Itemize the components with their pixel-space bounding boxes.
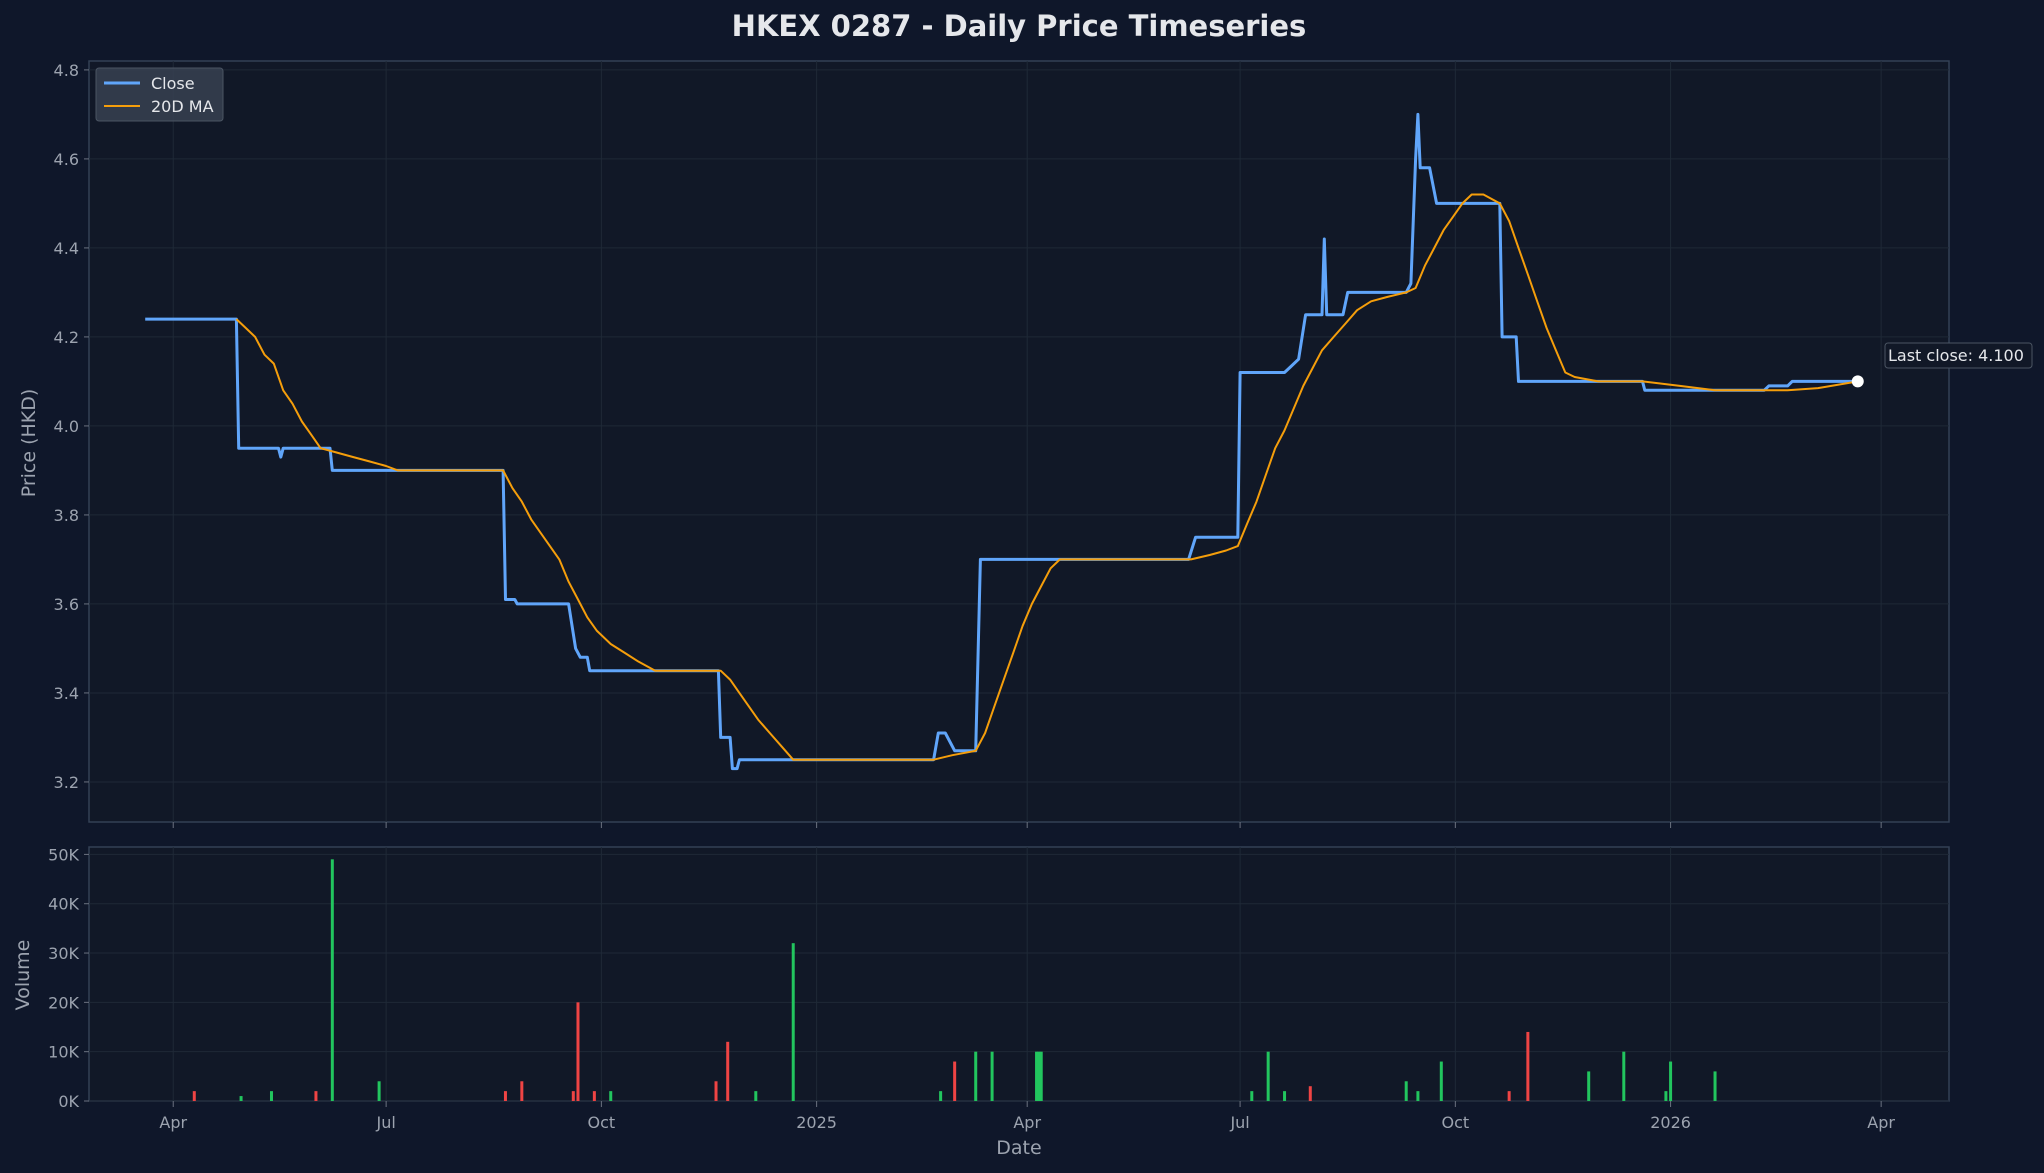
annotation-text: Last close: 4.100 bbox=[1888, 346, 2024, 365]
volume-bar bbox=[1283, 1091, 1287, 1101]
volume-y-tick-label: 10K bbox=[48, 1043, 79, 1062]
volume-bar bbox=[576, 1002, 580, 1101]
price-y-tick-label: 4.4 bbox=[54, 239, 79, 258]
price-y-tick-label: 4.2 bbox=[54, 328, 79, 347]
legend: Close 20D MA bbox=[95, 67, 224, 122]
volume-bar bbox=[1669, 1061, 1673, 1101]
volume-bar bbox=[1404, 1081, 1408, 1101]
volume-bar bbox=[1416, 1091, 1420, 1101]
x-tick-label: Oct bbox=[588, 1113, 616, 1132]
volume-bar bbox=[1308, 1086, 1312, 1101]
price-panel bbox=[88, 60, 1950, 823]
price-y-tick-label: 3.6 bbox=[54, 595, 79, 614]
grid-layer bbox=[89, 61, 1949, 1102]
volume-bar bbox=[314, 1091, 318, 1101]
x-tick-label: Jul bbox=[375, 1113, 395, 1132]
volume-bar bbox=[1587, 1071, 1591, 1101]
volume-bar bbox=[571, 1091, 575, 1101]
volume-bar bbox=[1526, 1031, 1530, 1101]
volume-bar bbox=[990, 1051, 994, 1101]
x-ticks: Apr Jul Oct 2025 Apr Jul Oct 2026 Apr bbox=[159, 822, 1895, 1132]
volume-y-tick-label: 0K bbox=[58, 1092, 79, 1111]
volume-bar bbox=[1035, 1051, 1039, 1101]
volume-bar bbox=[609, 1091, 613, 1101]
volume-bar bbox=[1439, 1061, 1443, 1101]
y-axis-label: Price (HKD) bbox=[18, 389, 40, 498]
volume-bar bbox=[1039, 1051, 1043, 1101]
x-tick-label: 2026 bbox=[1650, 1113, 1691, 1132]
volume-bar bbox=[269, 1091, 273, 1101]
last-close-marker bbox=[1851, 375, 1864, 388]
volume-bar bbox=[1507, 1091, 1511, 1101]
x-tick-label: Apr bbox=[159, 1113, 187, 1132]
volume-bar bbox=[1622, 1051, 1626, 1101]
volume-bar bbox=[953, 1061, 957, 1101]
volume-bar bbox=[791, 943, 795, 1101]
volume-y-tick-label: 20K bbox=[48, 993, 79, 1012]
volume-bar bbox=[1713, 1071, 1717, 1101]
volume-bar bbox=[330, 859, 334, 1101]
volume-axis-label: Volume bbox=[12, 940, 34, 1011]
x-axis-label: Date bbox=[996, 1137, 1041, 1159]
volume-bar bbox=[592, 1091, 596, 1101]
price-y-ticks: 3.2 3.4 3.6 3.8 4.0 4.2 4.4 4.6 4.8 bbox=[54, 61, 89, 792]
volume-bar bbox=[1037, 1051, 1041, 1101]
volume-bar bbox=[1250, 1091, 1254, 1101]
volume-bar bbox=[503, 1091, 507, 1101]
price-y-tick-label: 4.8 bbox=[54, 61, 79, 80]
chart-title: HKEX 0287 - Daily Price Timeseries bbox=[732, 9, 1307, 43]
volume-y-tick-label: 30K bbox=[48, 944, 79, 963]
price-y-tick-label: 3.8 bbox=[54, 506, 79, 525]
x-tick-label: Oct bbox=[1442, 1113, 1470, 1132]
series-layer bbox=[145, 112, 1864, 771]
volume-bar bbox=[377, 1081, 381, 1101]
volume-bar bbox=[754, 1091, 758, 1101]
x-tick-label: Apr bbox=[1013, 1113, 1041, 1132]
volume-bars bbox=[192, 859, 1717, 1101]
legend-close-label: Close bbox=[151, 74, 195, 93]
volume-bar bbox=[1664, 1091, 1668, 1101]
x-tick-label: Jul bbox=[1229, 1113, 1249, 1132]
annotation-box bbox=[1884, 342, 2033, 369]
volume-bar bbox=[520, 1081, 524, 1101]
volume-bar bbox=[939, 1091, 943, 1101]
volume-bar bbox=[726, 1041, 730, 1101]
x-tick-label: 2025 bbox=[796, 1113, 837, 1132]
volume-bar bbox=[239, 1096, 243, 1101]
volume-bar bbox=[192, 1091, 196, 1101]
legend-ma-label: 20D MA bbox=[151, 97, 214, 116]
volume-panel bbox=[88, 846, 1950, 1102]
price-y-tick-label: 3.4 bbox=[54, 684, 79, 703]
last-close-annotation: Last close: 4.100 bbox=[1884, 342, 2033, 369]
price-y-tick-label: 4.6 bbox=[54, 150, 79, 169]
volume-y-tick-label: 40K bbox=[48, 895, 79, 914]
legend-box bbox=[95, 67, 224, 122]
volume-bar bbox=[974, 1051, 978, 1101]
price-y-tick-label: 4.0 bbox=[54, 417, 79, 436]
volume-bar bbox=[1266, 1051, 1270, 1101]
volume-y-tick-label: 50K bbox=[48, 845, 79, 864]
volume-y-ticks: 0K 10K 20K 30K 40K 50K bbox=[48, 845, 89, 1111]
volume-bar bbox=[714, 1081, 718, 1101]
price-y-tick-label: 3.2 bbox=[54, 773, 79, 792]
ma-line bbox=[235, 193, 1858, 761]
x-tick-label: Apr bbox=[1867, 1113, 1895, 1132]
